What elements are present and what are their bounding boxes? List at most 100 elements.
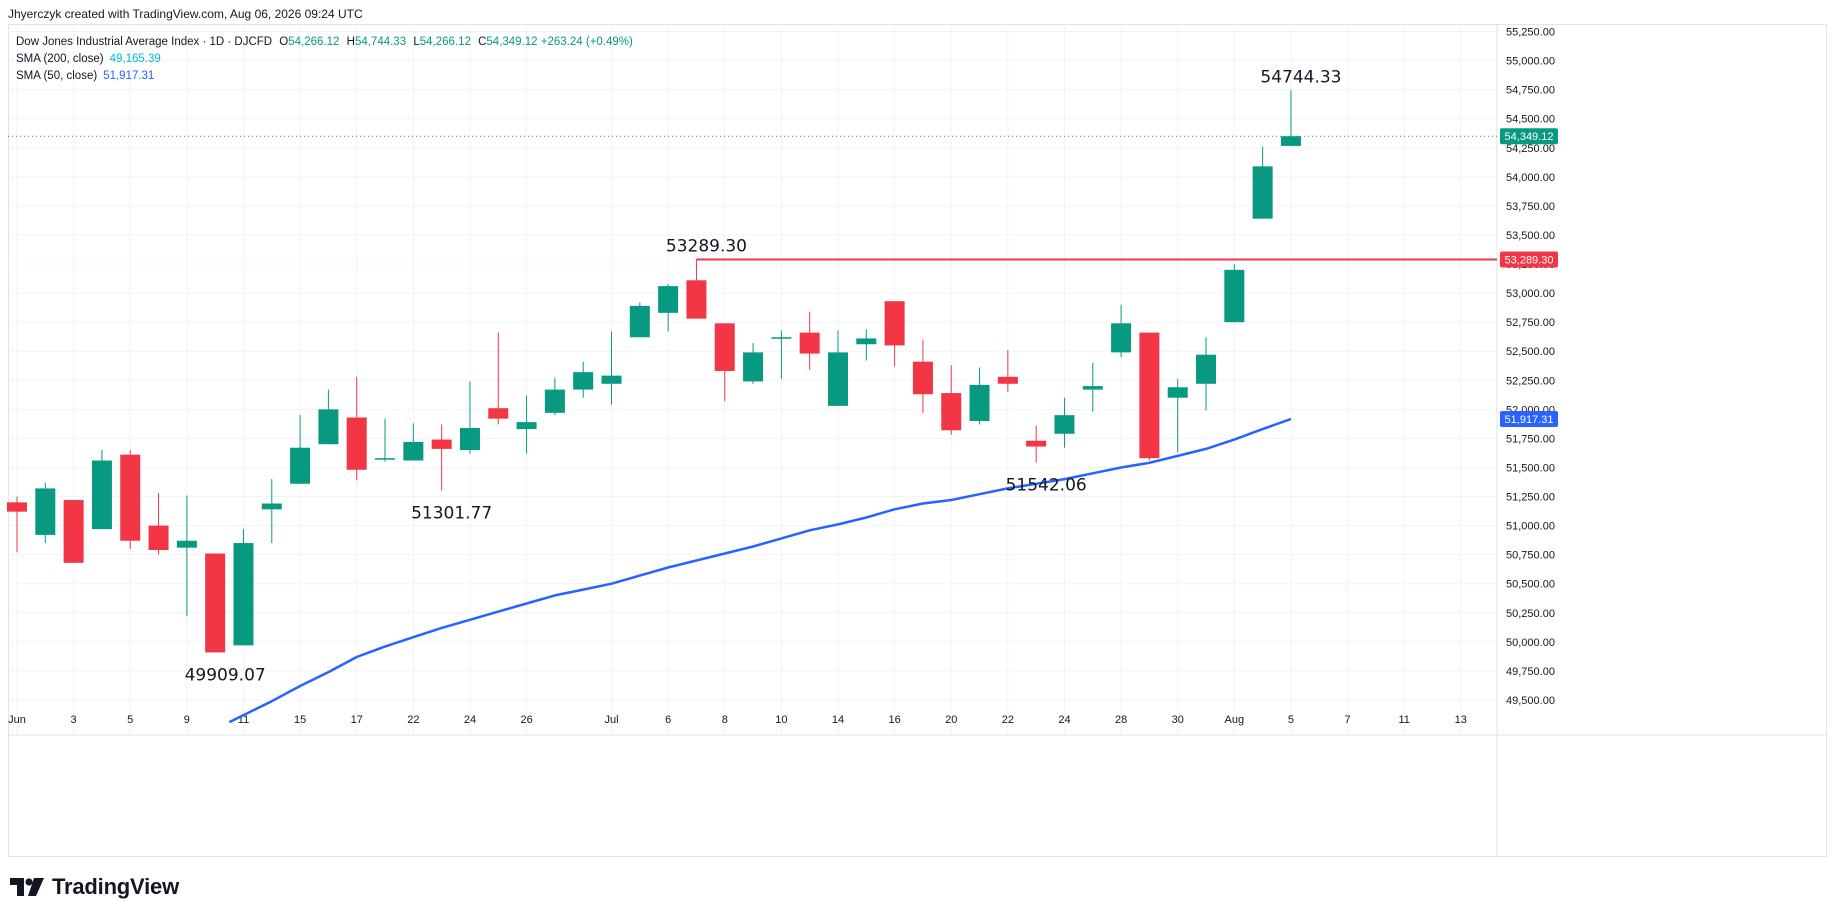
candle bbox=[459, 381, 480, 454]
candle-body bbox=[120, 454, 141, 541]
axes: 49,500.00 49,750.00 50,000.00 50,250.00 50,5… bbox=[8, 24, 1827, 857]
resistance-group bbox=[8, 135, 1497, 261]
candle bbox=[771, 330, 792, 380]
x-tick-label: Jun bbox=[8, 714, 26, 726]
candle-body bbox=[488, 408, 509, 419]
candle-body bbox=[827, 352, 848, 406]
candle bbox=[148, 493, 169, 555]
candle bbox=[827, 330, 848, 406]
candle-body bbox=[1139, 332, 1160, 459]
price-labels: 54,349.12 53,289.30 51,917.31 bbox=[1500, 128, 1558, 427]
x-tick-label: Aug bbox=[1225, 714, 1245, 726]
y-tick-label: 50,500.00 bbox=[1506, 579, 1555, 591]
candle-body bbox=[1111, 323, 1132, 353]
x-tick-label: 30 bbox=[1172, 714, 1184, 726]
candle bbox=[997, 350, 1018, 392]
candle bbox=[941, 365, 962, 435]
tradingview-logo[interactable]: TradingView bbox=[10, 874, 179, 900]
sma50-price-tag-bg bbox=[1500, 410, 1558, 427]
candle bbox=[375, 418, 396, 462]
candle-body bbox=[686, 280, 707, 319]
candle-body bbox=[7, 502, 27, 512]
y-tick-label: 50,000.00 bbox=[1506, 637, 1555, 649]
resistance-price-tag-bg bbox=[1500, 251, 1558, 268]
legend-low-key: L bbox=[413, 36, 420, 48]
candle bbox=[488, 332, 509, 425]
candle-body bbox=[261, 503, 282, 510]
x-tick-label: 5 bbox=[127, 714, 133, 726]
sma50-price-tag: 51,917.31 bbox=[1500, 410, 1558, 427]
candle-body bbox=[205, 553, 226, 653]
legend-sma200-label: SMA (200, close) bbox=[16, 53, 104, 65]
candle-body bbox=[743, 352, 764, 382]
candle-body bbox=[318, 409, 339, 445]
annotations: 54744.33 53289.30 51301.77 49909.07 51542.06 bbox=[185, 67, 1342, 685]
candle-body bbox=[912, 361, 933, 395]
legend-change-value: +263.24 (+0.49%) bbox=[540, 36, 633, 48]
x-tick-label: 8 bbox=[722, 714, 728, 726]
x-tick-label: 26 bbox=[520, 714, 532, 726]
y-tick-label: 54,500.00 bbox=[1506, 114, 1555, 126]
candle-body bbox=[1196, 354, 1217, 384]
candle bbox=[573, 361, 594, 398]
candle-body bbox=[148, 525, 169, 551]
chart-frame bbox=[8, 24, 1827, 857]
legend-sma200-row[interactable]: SMA (200, close) 49,165.39 bbox=[16, 51, 633, 68]
legend-sma50-row[interactable]: SMA (50, close) 51,917.31 bbox=[16, 68, 633, 85]
candle bbox=[261, 479, 282, 544]
legend-sma200-value: 49,165.39 bbox=[109, 53, 161, 65]
candle-body bbox=[403, 441, 424, 461]
price-annotation: 51542.06 bbox=[1006, 476, 1087, 496]
current-price-tag-text: 54,349.12 bbox=[1505, 131, 1554, 143]
y-tick-label: 50,250.00 bbox=[1506, 608, 1555, 620]
legend-open-value: 54,266.12 bbox=[288, 36, 340, 48]
legend-high-key: H bbox=[346, 36, 355, 48]
candle bbox=[176, 495, 197, 617]
candle bbox=[912, 339, 933, 413]
candle bbox=[1139, 332, 1160, 461]
candle bbox=[601, 331, 622, 405]
candle-body bbox=[91, 460, 112, 530]
x-tick-label: 24 bbox=[1058, 714, 1070, 726]
candle bbox=[205, 553, 226, 653]
x-tick-label: 20 bbox=[945, 714, 957, 726]
candle bbox=[35, 482, 56, 544]
candle-body bbox=[771, 337, 792, 339]
candle-body bbox=[544, 389, 565, 413]
candle bbox=[1167, 379, 1188, 453]
candle-body bbox=[601, 375, 622, 384]
x-tick-label: 6 bbox=[665, 714, 671, 726]
y-tick-label: 49,500.00 bbox=[1506, 695, 1555, 707]
candle-body bbox=[176, 540, 197, 548]
candle-body bbox=[884, 301, 905, 346]
legend-sma50-label: SMA (50, close) bbox=[16, 70, 98, 82]
candle bbox=[1111, 304, 1132, 358]
legend-low-value: 54,266.12 bbox=[419, 36, 471, 48]
sma50-line-group bbox=[228, 417, 1292, 724]
y-tick-label: 55,000.00 bbox=[1506, 56, 1555, 68]
x-tick-label: 28 bbox=[1115, 714, 1127, 726]
x-tick-label: 15 bbox=[294, 714, 306, 726]
tradingview-logo-text: TradingView bbox=[52, 874, 179, 899]
y-tick-label: 51,750.00 bbox=[1506, 433, 1555, 445]
candle bbox=[743, 343, 764, 384]
current-price-tag-bg bbox=[1500, 128, 1558, 145]
y-tick-label: 53,500.00 bbox=[1506, 230, 1555, 242]
x-tick-label: 5 bbox=[1288, 714, 1294, 726]
candle bbox=[856, 329, 877, 361]
tradingview-logo-icon bbox=[10, 878, 44, 896]
candle-body bbox=[431, 439, 452, 449]
candle bbox=[346, 376, 367, 481]
candle-body bbox=[1280, 136, 1301, 146]
y-tick-label: 50,750.00 bbox=[1506, 550, 1555, 562]
candle bbox=[1252, 146, 1273, 219]
price-annotation: 51301.77 bbox=[411, 504, 492, 524]
y-tick-label: 53,750.00 bbox=[1506, 201, 1555, 213]
x-tick-label: 10 bbox=[775, 714, 787, 726]
price-annotation: 49909.07 bbox=[185, 665, 266, 685]
y-tick-label: 51,250.00 bbox=[1506, 492, 1555, 504]
candles bbox=[7, 90, 1301, 653]
x-tick-label: 24 bbox=[464, 714, 476, 726]
y-tick-label: 51,000.00 bbox=[1506, 521, 1555, 533]
